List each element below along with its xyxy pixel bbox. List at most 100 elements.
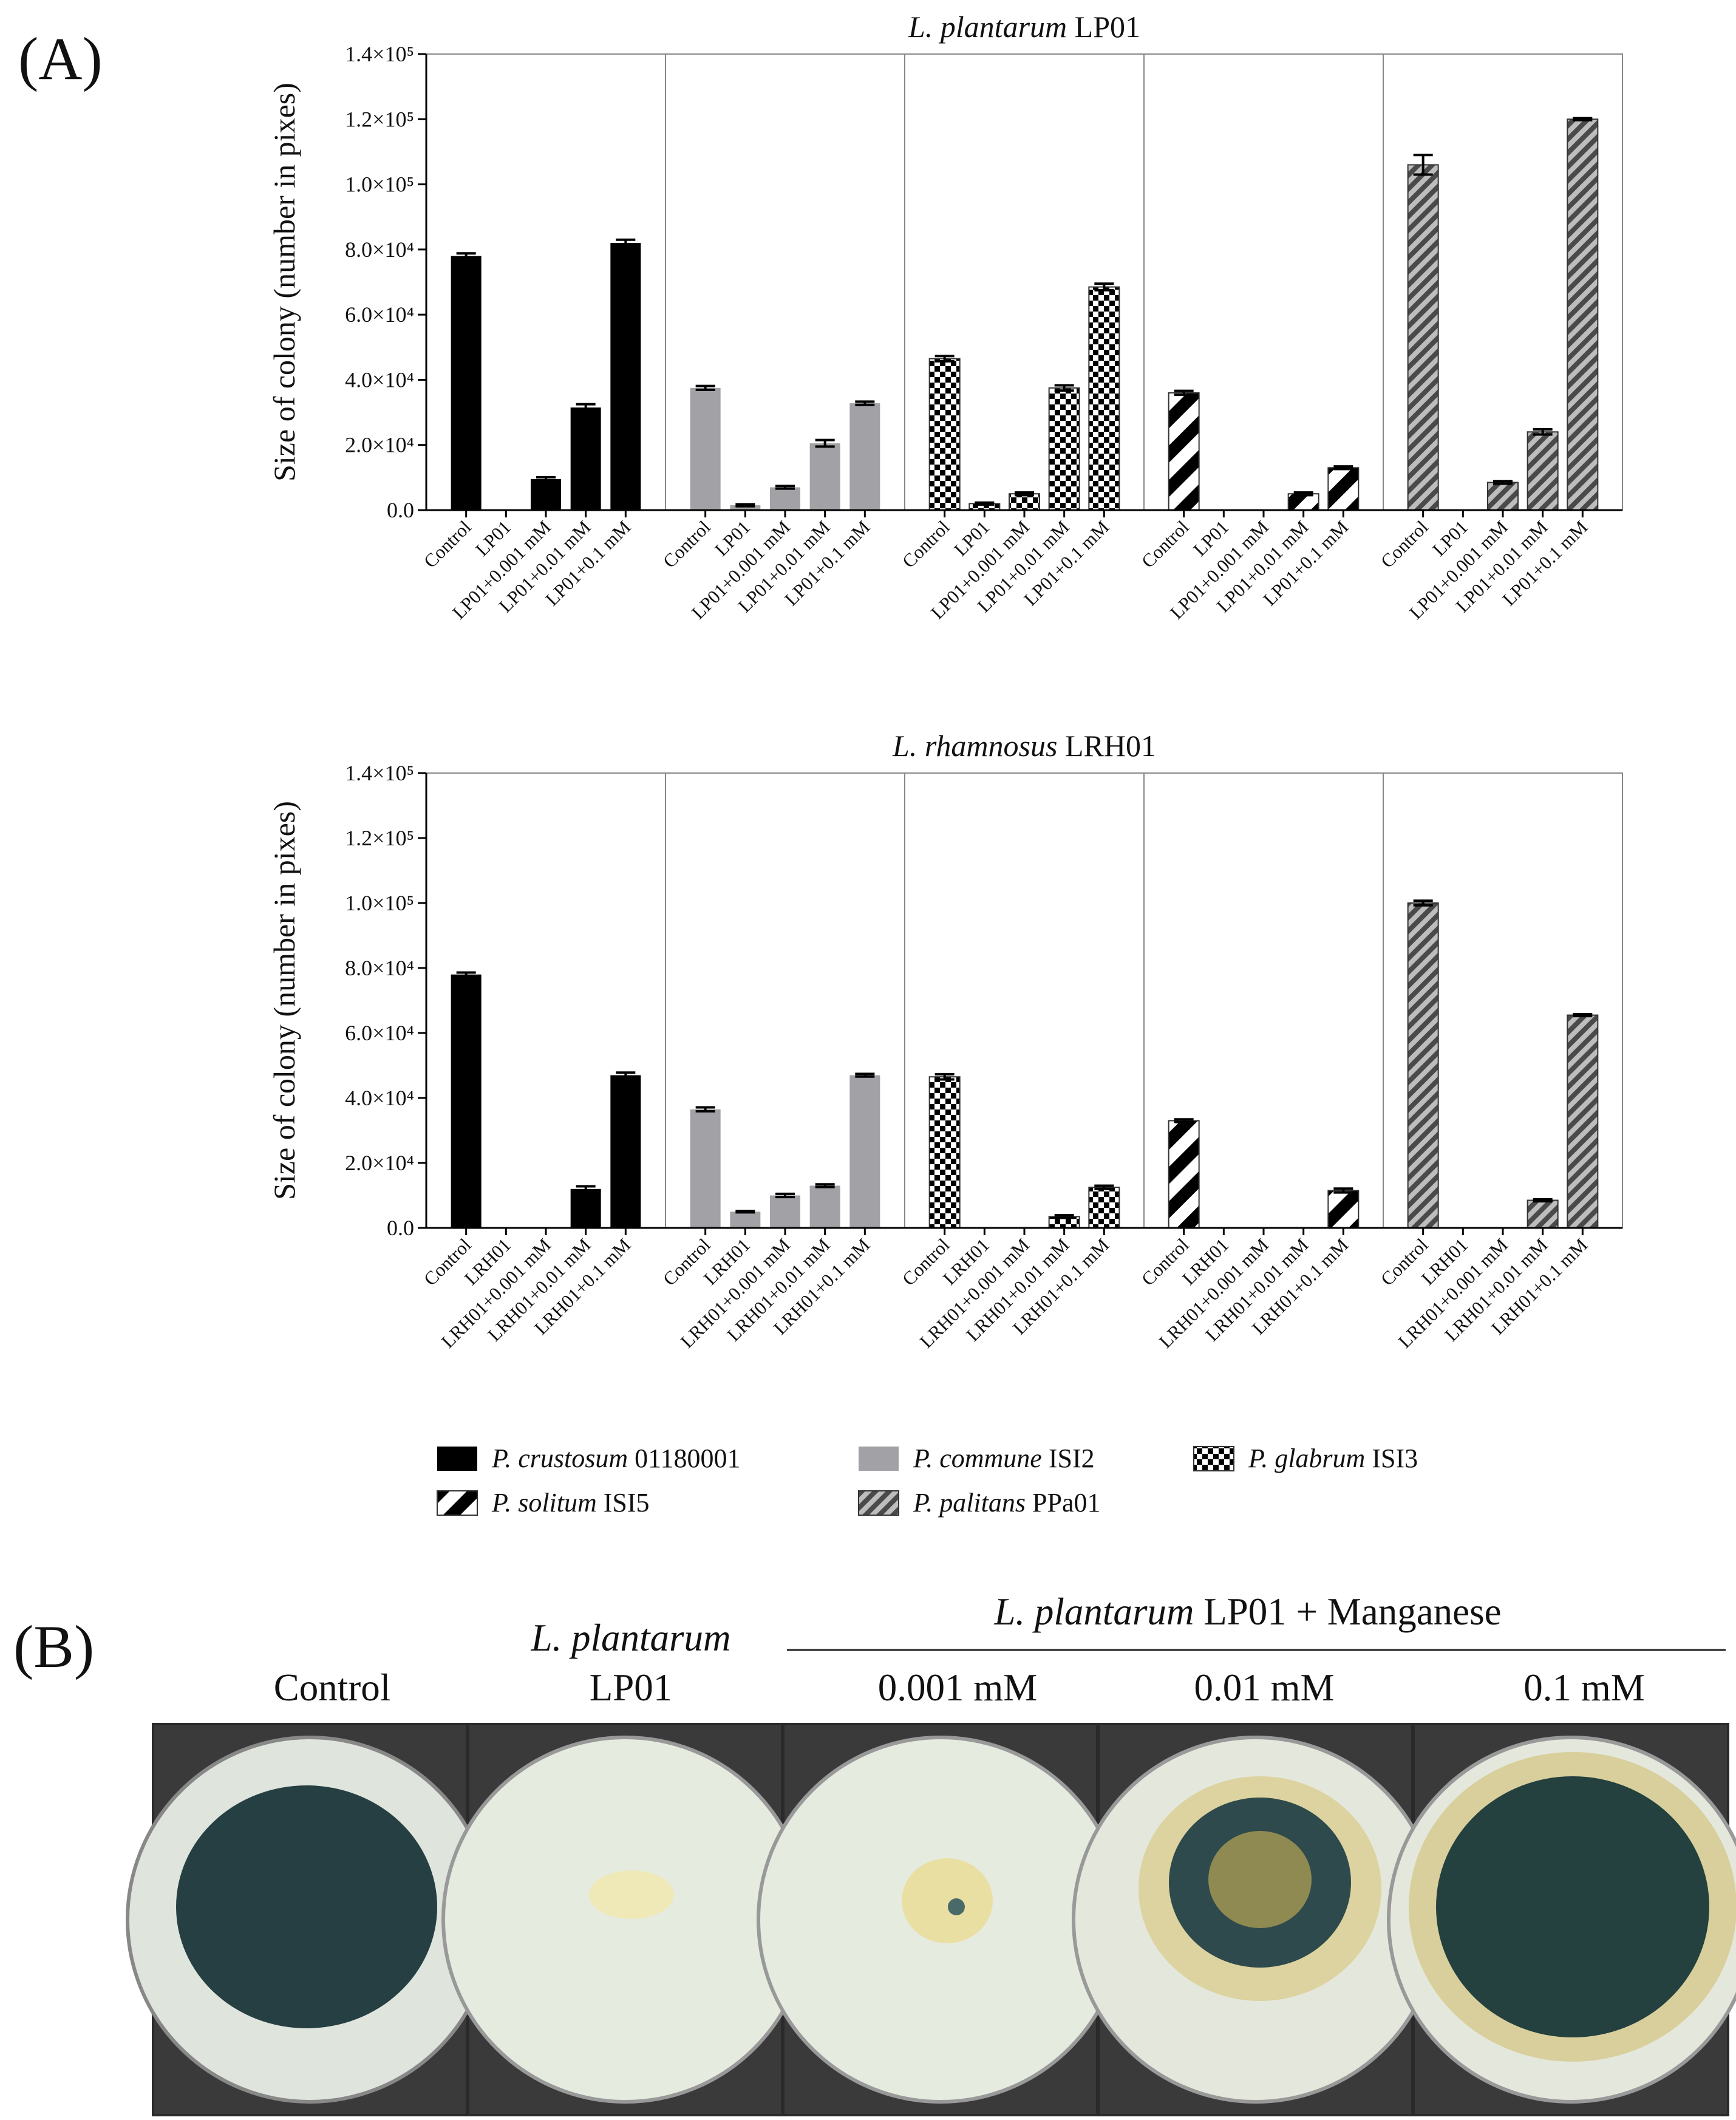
- italic-part: P. crustosum: [491, 1443, 628, 1473]
- error-bar: [456, 971, 476, 978]
- error-bar: [1094, 1184, 1114, 1190]
- plain-part: LRH01: [1057, 729, 1156, 763]
- error-bar: [695, 384, 715, 392]
- bar: [1407, 902, 1439, 1229]
- legend-label: P. commune ISI2: [913, 1443, 1095, 1473]
- x-tick-label: Control: [659, 516, 715, 572]
- error-bar: [456, 252, 476, 260]
- y-tick-label: 6.0×10⁴: [345, 1021, 414, 1045]
- y-tick-label: 1.2×10⁵: [345, 107, 414, 131]
- bar: [1407, 164, 1439, 511]
- y-tick-label: 0.0: [387, 1216, 414, 1240]
- bar: [1088, 286, 1120, 511]
- error-bar: [1293, 491, 1313, 497]
- bar: [849, 1075, 880, 1228]
- y-tick-label: 2.0×10⁴: [345, 433, 414, 457]
- italic-part: P. solitum: [491, 1488, 597, 1518]
- y-tick-label: 6.0×10⁴: [345, 302, 414, 327]
- y-tick-label: 0.0: [387, 498, 414, 522]
- bar: [809, 443, 840, 510]
- plain-part: ISI3: [1365, 1443, 1418, 1473]
- dish: [441, 1736, 809, 2104]
- error-bar: [536, 475, 556, 483]
- y-tick-label: 1.0×10⁵: [345, 172, 414, 197]
- error-bar: [934, 1072, 955, 1081]
- y-tick-label: 1.4×10⁵: [345, 761, 414, 785]
- column-label: 0.01 mM: [1194, 1666, 1334, 1709]
- bar: [451, 974, 482, 1228]
- bar: [770, 487, 800, 510]
- legend-swatch: [859, 1447, 899, 1471]
- error-bar: [616, 1071, 636, 1079]
- y-tick-label: 4.0×10⁴: [345, 367, 414, 392]
- chart-title: L. rhamnosus LRH01: [892, 729, 1156, 763]
- y-tick-label: 8.0×10⁴: [345, 237, 414, 262]
- plain-part: 01180001: [628, 1443, 740, 1473]
- bar: [730, 505, 761, 510]
- error-bar: [1333, 1187, 1353, 1194]
- error-bar: [934, 355, 955, 363]
- error-bar: [855, 1072, 875, 1078]
- bar: [1327, 1190, 1360, 1229]
- plain-part: LP01: [1067, 10, 1140, 44]
- y-tick-label: 1.2×10⁵: [345, 826, 414, 850]
- italic-part: P. palitans: [913, 1488, 1026, 1518]
- error-bar: [1573, 117, 1593, 121]
- plain-part: PPa01: [1026, 1488, 1100, 1518]
- bar: [1527, 431, 1559, 511]
- error-bar: [1533, 428, 1553, 436]
- bar: [770, 1195, 800, 1228]
- error-bar: [576, 1185, 596, 1193]
- legend-swatch: [437, 1490, 478, 1516]
- bar: [730, 1212, 761, 1228]
- colony-core: [948, 1898, 965, 1915]
- bar: [1567, 118, 1599, 511]
- x-tick-label: Control: [1137, 516, 1193, 572]
- error-bar: [1333, 465, 1353, 471]
- panel-label: (B): [13, 1613, 94, 1680]
- bar: [928, 1076, 961, 1229]
- colony: [589, 1870, 674, 1919]
- bar: [1327, 467, 1360, 511]
- error-bar: [1413, 154, 1433, 176]
- column-label: L. plantarum LP01: [530, 1617, 730, 1709]
- plot-frame: [426, 53, 1623, 511]
- error-bar: [975, 501, 995, 506]
- italic-part: L. rhamnosus: [892, 729, 1057, 763]
- plot-frame: [426, 772, 1623, 1229]
- error-bar: [1533, 1198, 1553, 1203]
- bar: [690, 387, 721, 510]
- error-bar: [855, 400, 875, 406]
- error-bar: [1054, 384, 1074, 392]
- legend-label: P. glabrum ISI3: [1248, 1443, 1418, 1473]
- error-bar: [1174, 389, 1194, 397]
- error-bar: [775, 485, 795, 490]
- column-label: 0.1 mM: [1523, 1666, 1645, 1709]
- panel-label: (A): [18, 25, 103, 92]
- colony: [1436, 1776, 1709, 2037]
- bar: [1487, 482, 1519, 511]
- error-bar: [735, 503, 755, 508]
- bar: [610, 243, 641, 510]
- error-bar: [695, 1106, 715, 1113]
- column-label: 0.001 mM: [878, 1666, 1038, 1709]
- y-axis-label: Size of colony (number in pixes): [267, 83, 301, 482]
- error-bar: [815, 1183, 835, 1188]
- italic-part: L. plantarum: [993, 1590, 1194, 1633]
- bar: [570, 407, 601, 510]
- bar: [1088, 1187, 1120, 1229]
- plain-part: ISI2: [1042, 1443, 1095, 1473]
- y-tick-label: 8.0×10⁴: [345, 956, 414, 980]
- error-bar: [576, 403, 596, 412]
- bar: [849, 403, 880, 510]
- column-label: Control: [274, 1666, 391, 1709]
- plain-part: LP01 + Manganese: [1194, 1590, 1501, 1633]
- bar: [1168, 392, 1200, 511]
- bar: [1567, 1014, 1599, 1229]
- legend-swatch: [858, 1490, 899, 1516]
- legend-label: P. crustosum 01180001: [491, 1443, 740, 1473]
- bar: [690, 1109, 721, 1228]
- error-bar: [1174, 1118, 1194, 1123]
